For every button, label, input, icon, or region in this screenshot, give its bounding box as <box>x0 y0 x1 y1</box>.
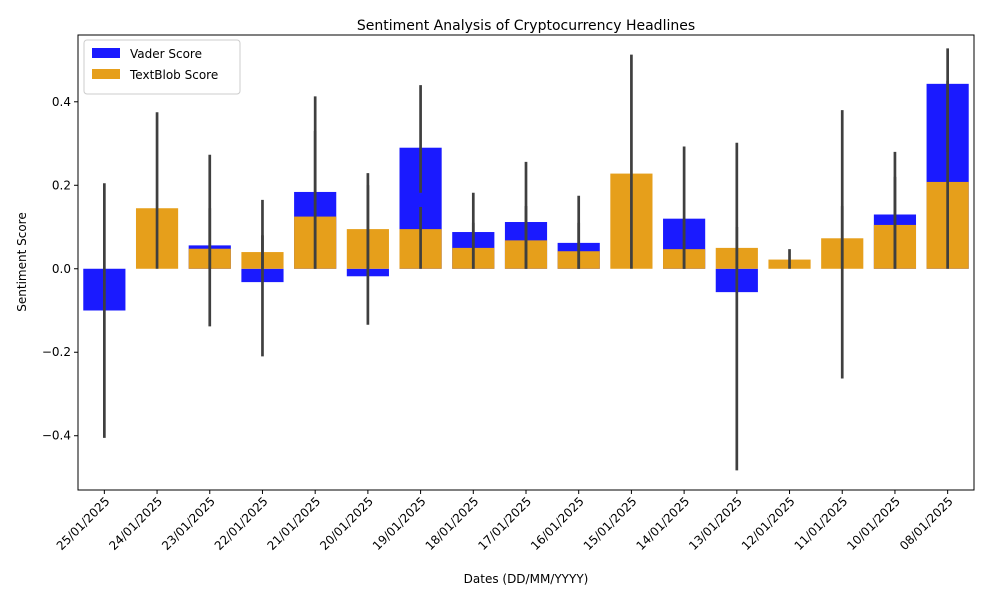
x-tick-label: 19/01/2025 <box>370 494 429 553</box>
y-tick-label: 0.0 <box>52 262 71 276</box>
legend-swatch-0 <box>92 48 120 58</box>
legend-label-1: TextBlob Score <box>129 68 218 82</box>
x-tick-label: 12/01/2025 <box>739 494 798 553</box>
legend-swatch-1 <box>92 69 120 79</box>
x-tick-label: 13/01/2025 <box>686 494 745 553</box>
legend-box <box>83 39 241 95</box>
x-tick-label: 16/01/2025 <box>528 494 587 553</box>
error-bars-layer <box>103 48 949 471</box>
x-tick-label: 10/01/2025 <box>844 494 903 553</box>
y-tick-label: 0.2 <box>52 178 71 192</box>
chart-title: Sentiment Analysis of Cryptocurrency Hea… <box>357 18 695 34</box>
x-tick-label: 17/01/2025 <box>475 494 534 553</box>
x-tick-label: 21/01/2025 <box>264 494 323 553</box>
x-tick-label: 15/01/2025 <box>581 494 640 553</box>
legend-label-0: Vader Score <box>130 47 202 61</box>
x-tick-label: 22/01/2025 <box>212 494 271 553</box>
y-tick-label: −0.4 <box>42 429 71 443</box>
y-axis-title: Sentiment Score <box>15 212 29 311</box>
x-tick-label: 18/01/2025 <box>423 494 482 553</box>
x-axis-title: Dates (DD/MM/YYYY) <box>464 572 589 586</box>
x-tick-label: 08/01/2025 <box>897 494 956 553</box>
x-tick-label: 23/01/2025 <box>159 494 218 553</box>
y-axis: −0.4 −0.2 0.0 0.2 0.4 <box>42 95 78 443</box>
x-tick-label: 20/01/2025 <box>317 494 376 553</box>
x-tick-label: 25/01/2025 <box>54 494 113 553</box>
legend: Vader Score TextBlob Score <box>83 39 241 95</box>
x-tick-label: 24/01/2025 <box>106 494 165 553</box>
y-tick-label: 0.4 <box>52 95 71 109</box>
x-tick-label: 11/01/2025 <box>792 494 851 553</box>
y-tick-label: −0.2 <box>42 345 71 359</box>
x-tick-label: 14/01/2025 <box>633 494 692 553</box>
x-axis: 25/01/202524/01/202523/01/202522/01/2025… <box>54 490 956 553</box>
